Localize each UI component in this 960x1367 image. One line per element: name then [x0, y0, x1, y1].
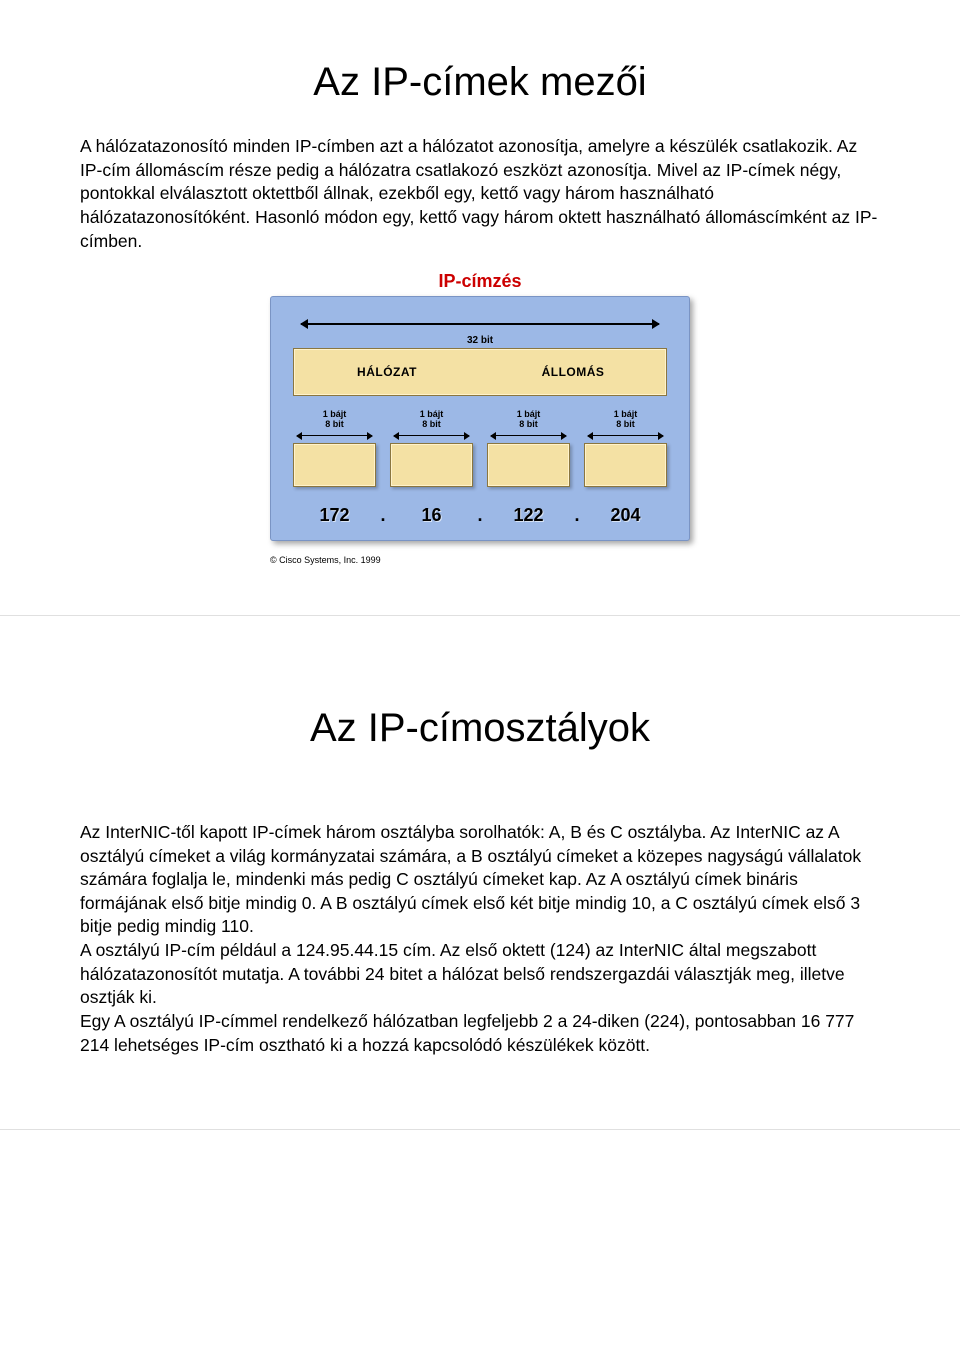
ip-octet-4: 204 — [584, 505, 667, 526]
slide2-p2: A osztályú IP-cím például a 124.95.44.15… — [80, 939, 880, 1010]
section-network: HÁLÓZAT — [294, 349, 480, 395]
ip-example-row: 172 . 16 . 122 . 204 — [293, 505, 667, 526]
slide1-paragraph: A hálózatazonosító minden IP-címben azt … — [80, 135, 880, 253]
byte-label-4: 1 bájt 8 bit — [584, 410, 667, 441]
slide-ip-fields: Az IP-címek mezői A hálózatazonosító min… — [0, 0, 960, 616]
ip-dot: . — [473, 505, 487, 526]
ip-dot: . — [376, 505, 390, 526]
ip-dot: . — [570, 505, 584, 526]
byte-label-1: 1 bájt 8 bit — [293, 410, 376, 441]
address-bar: HÁLÓZAT ÁLLOMÁS — [293, 348, 667, 396]
copyright-text: © Cisco Systems, Inc. 1999 — [270, 555, 690, 565]
section-host: ÁLLOMÁS — [480, 349, 666, 395]
byte-label-3: 1 bájt 8 bit — [487, 410, 570, 441]
slide2-p3: Egy A osztályú IP-címmel rendelkező háló… — [80, 1010, 880, 1057]
ip-octet-1: 172 — [293, 505, 376, 526]
slide-ip-classes: Az IP-címosztályok Az InterNIC-től kapot… — [0, 616, 960, 1130]
slide2-p1: Az InterNIC-től kapott IP-címek három os… — [80, 821, 880, 939]
ip-addressing-diagram: IP-címzés 32 bit HÁLÓZAT ÁLLOMÁS 1 bájt … — [270, 271, 690, 565]
ip-octet-2: 16 — [390, 505, 473, 526]
byte-box-3 — [487, 443, 570, 487]
slide2-heading: Az IP-címosztályok — [80, 706, 880, 751]
width-arrow — [301, 315, 659, 333]
byte-boxes — [293, 443, 667, 487]
diagram-panel: 32 bit HÁLÓZAT ÁLLOMÁS 1 bájt 8 bit 1 bá… — [270, 296, 690, 541]
byte-box-4 — [584, 443, 667, 487]
ip-octet-3: 122 — [487, 505, 570, 526]
byte-labels: 1 bájt 8 bit 1 bájt 8 bit 1 bájt 8 bit 1… — [293, 410, 667, 441]
slide1-heading: Az IP-címek mezői — [80, 60, 880, 105]
byte-box-2 — [390, 443, 473, 487]
diagram-title: IP-címzés — [270, 271, 690, 292]
byte-label-2: 1 bájt 8 bit — [390, 410, 473, 441]
byte-box-1 — [293, 443, 376, 487]
width-label: 32 bit — [293, 335, 667, 346]
